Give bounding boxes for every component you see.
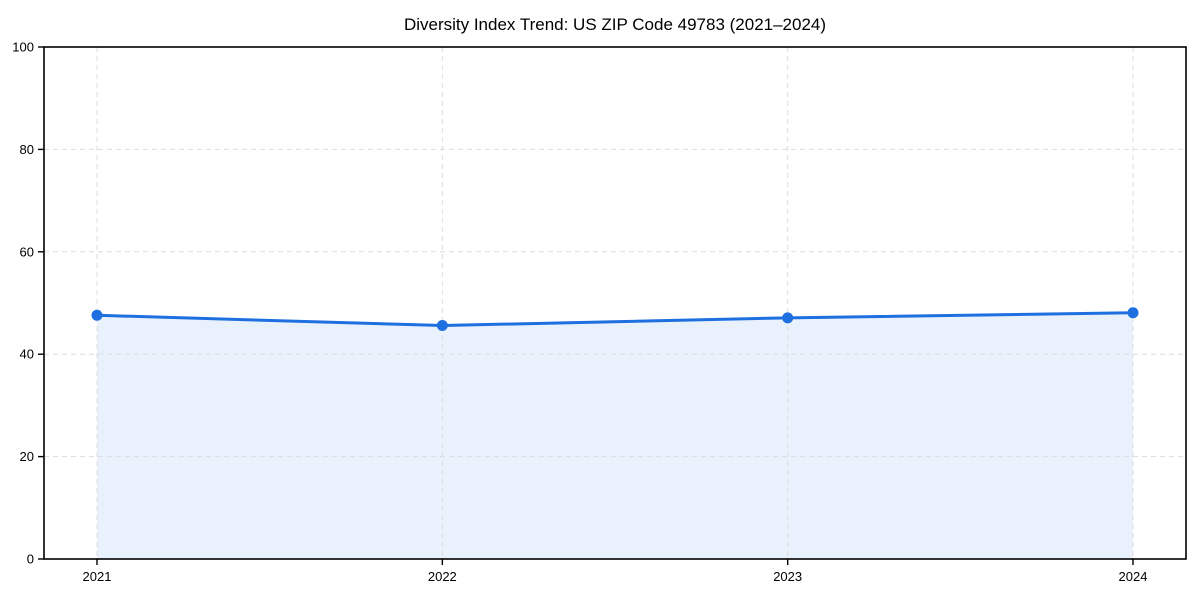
data-point — [436, 320, 448, 332]
y-tick-label: 20 — [20, 449, 34, 464]
plot-border — [43, 46, 1187, 560]
y-tick-label: 100 — [12, 40, 34, 55]
y-tick-label: 0 — [27, 552, 34, 567]
trend-line — [95, 311, 1135, 328]
data-point — [91, 309, 103, 321]
x-tick-label: 2022 — [428, 569, 457, 584]
data-point — [1127, 307, 1139, 319]
x-tick-label: 2024 — [1119, 569, 1148, 584]
x-tick-label: 2023 — [773, 569, 802, 584]
area-fill — [97, 312, 1133, 559]
y-tick-label: 80 — [20, 142, 34, 157]
data-point — [782, 312, 794, 324]
x-tick-label: 2021 — [83, 569, 112, 584]
y-tick-label: 60 — [20, 244, 34, 259]
plot-area: 0 20 40 60 80 100 2021 2022 2023 2024 — [12, 40, 1187, 584]
chart-title: Diversity Index Trend: US ZIP Code 49783… — [404, 15, 826, 34]
y-tick-label: 40 — [20, 347, 34, 362]
